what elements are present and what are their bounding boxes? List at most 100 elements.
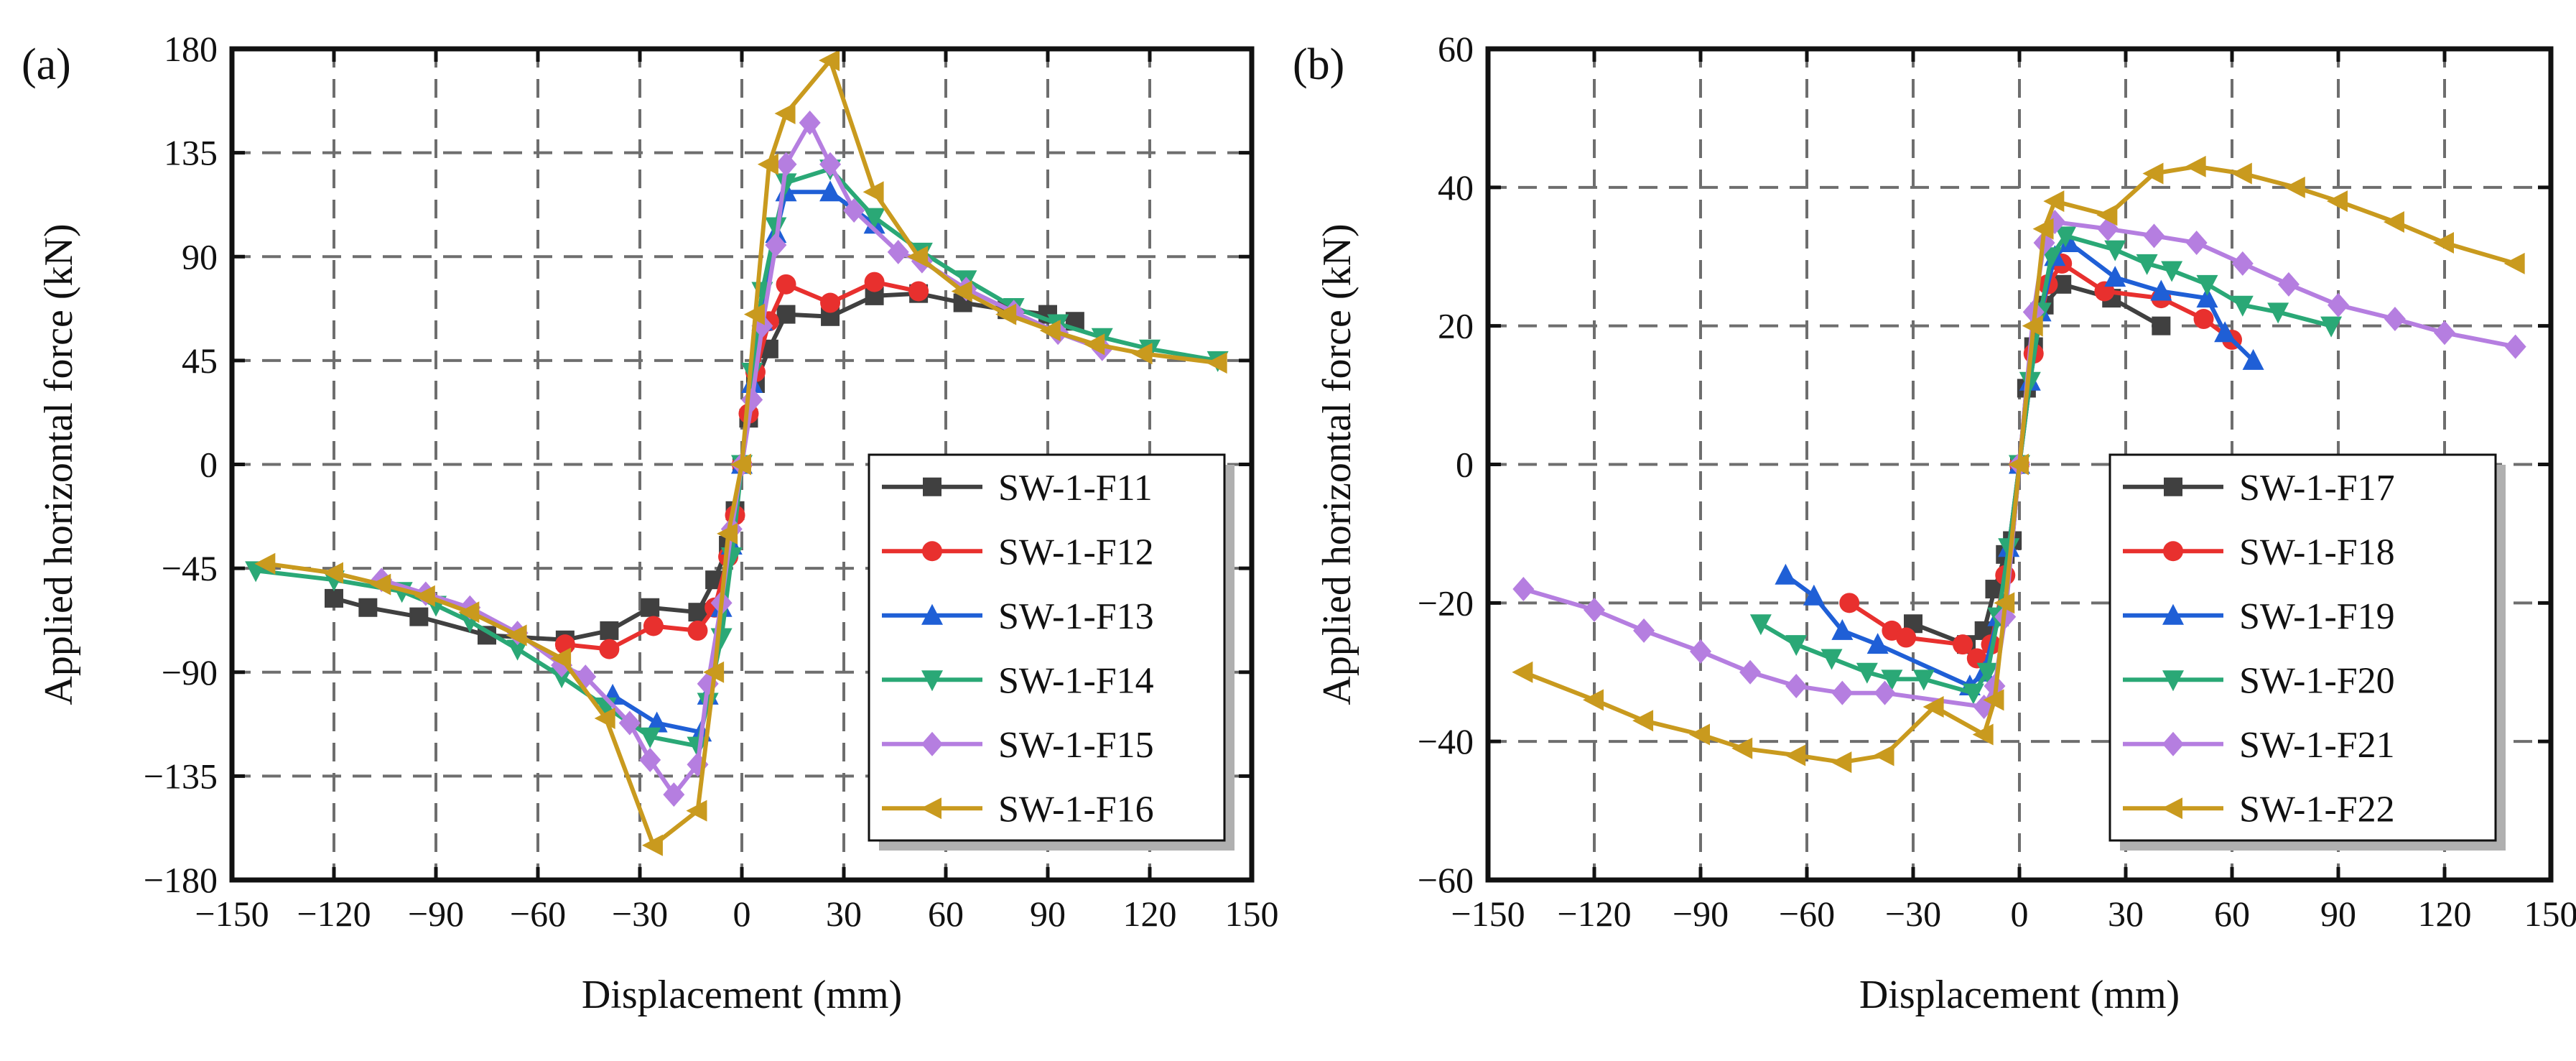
data-point bbox=[1803, 584, 1825, 606]
data-point bbox=[2142, 162, 2164, 185]
data-point bbox=[506, 639, 529, 661]
data-point bbox=[1731, 737, 1753, 759]
data-point bbox=[358, 598, 378, 617]
data-point bbox=[2104, 266, 2126, 287]
data-point bbox=[2152, 316, 2171, 335]
legend-swatch-marker bbox=[923, 477, 941, 496]
data-point bbox=[1983, 689, 2004, 711]
data-point bbox=[1785, 674, 1808, 699]
data-point bbox=[1839, 593, 1860, 613]
data-point bbox=[1831, 618, 1854, 640]
x-tick-label: 0 bbox=[733, 894, 751, 934]
data-point bbox=[1831, 751, 1852, 774]
legend-box bbox=[868, 453, 1226, 842]
data-point bbox=[2150, 279, 2172, 301]
legend-item: SW-1-F19 bbox=[2123, 596, 2395, 637]
data-point bbox=[2231, 295, 2254, 317]
data-point bbox=[2196, 287, 2218, 308]
data-point bbox=[414, 585, 435, 607]
y-tick-label: 40 bbox=[1438, 167, 1474, 208]
data-point bbox=[686, 800, 707, 822]
data-point bbox=[776, 305, 796, 324]
data-point bbox=[1785, 744, 1806, 766]
data-point bbox=[2022, 315, 2043, 337]
data-point bbox=[862, 181, 884, 203]
legend-item: SW-1-F21 bbox=[2123, 725, 2395, 766]
legend-swatch-marker bbox=[2162, 731, 2184, 756]
data-point bbox=[643, 616, 664, 636]
data-point bbox=[2231, 251, 2254, 276]
data-point bbox=[688, 603, 707, 622]
data-point bbox=[775, 173, 797, 195]
x-tick-label: −30 bbox=[1885, 894, 1941, 934]
data-point bbox=[687, 736, 709, 758]
data-point bbox=[1896, 627, 1917, 648]
legend-swatch-marker bbox=[2163, 541, 2183, 562]
x-tick-label: −30 bbox=[612, 894, 668, 934]
data-point bbox=[618, 710, 641, 736]
y-tick-label: 20 bbox=[1438, 306, 1474, 346]
data-point bbox=[1962, 683, 1984, 705]
x-tick-label: 90 bbox=[1030, 894, 1066, 934]
y-tick-label: −40 bbox=[1418, 721, 1474, 761]
data-point bbox=[2503, 252, 2525, 274]
data-point bbox=[325, 588, 343, 608]
data-point bbox=[599, 639, 620, 659]
x-tick-label: 30 bbox=[2108, 894, 2144, 934]
data-point bbox=[2284, 176, 2305, 198]
legend-label: SW-1-F19 bbox=[2239, 596, 2395, 637]
panel-a: −150 −120 −90 −60 −30 0 30 60 90 120 150 −180 −135 −9… bbox=[22, 29, 1279, 1017]
data-point bbox=[2327, 190, 2348, 213]
x-axis-label: Displacement (mm) bbox=[582, 973, 902, 1017]
data-point bbox=[799, 110, 821, 135]
data-point bbox=[1739, 659, 1762, 685]
data-point bbox=[863, 208, 885, 229]
legend-label: SW-1-F16 bbox=[998, 789, 1154, 830]
data-point bbox=[1632, 710, 1654, 732]
x-tick-label: 60 bbox=[928, 894, 964, 934]
data-point bbox=[1689, 723, 1710, 746]
data-point bbox=[1866, 633, 1889, 654]
y-tick-label: 0 bbox=[200, 445, 218, 485]
data-point bbox=[819, 50, 840, 72]
x-tick-label: −150 bbox=[195, 894, 269, 934]
legend-label: SW-1-F20 bbox=[2239, 660, 2395, 701]
legend-item: SW-1-F17 bbox=[2123, 468, 2395, 509]
data-point bbox=[1785, 635, 1808, 657]
data-point bbox=[600, 621, 619, 640]
data-point bbox=[641, 834, 663, 856]
data-point bbox=[1206, 352, 1227, 374]
data-point bbox=[1633, 618, 1655, 643]
legend-item: SW-1-F13 bbox=[882, 596, 1154, 637]
data-point bbox=[2096, 204, 2118, 226]
legend-label: SW-1-F17 bbox=[2239, 468, 2395, 509]
legend-swatch-marker bbox=[922, 541, 942, 562]
x-tick-label: −120 bbox=[297, 894, 371, 934]
x-tick-label: 150 bbox=[2524, 894, 2576, 934]
legend-label: SW-1-F12 bbox=[998, 532, 1154, 573]
legend-swatch-marker bbox=[2162, 670, 2184, 692]
data-point bbox=[1976, 662, 1999, 684]
data-point bbox=[2185, 230, 2208, 255]
data-point bbox=[1749, 614, 1772, 636]
data-point bbox=[2019, 371, 2041, 393]
data-point bbox=[1039, 320, 1061, 342]
x-axis-label: Displacement (mm) bbox=[1859, 973, 2180, 1017]
data-point bbox=[864, 272, 885, 292]
data-point bbox=[641, 598, 660, 617]
data-point bbox=[2434, 320, 2455, 346]
data-point bbox=[776, 274, 796, 295]
legend: SW-1-F11 SW-1-F12 SW-1-F13 SW-1-F14 SW-1-F15… bbox=[868, 453, 1234, 851]
x-tick-label: −60 bbox=[510, 894, 566, 934]
data-point bbox=[2104, 240, 2126, 261]
data-point bbox=[2055, 226, 2077, 248]
data-point bbox=[370, 573, 391, 596]
data-point bbox=[703, 661, 725, 683]
data-point bbox=[663, 782, 685, 807]
data-point bbox=[506, 624, 527, 647]
data-point bbox=[1131, 343, 1153, 365]
legend-swatch-marker bbox=[921, 603, 943, 625]
data-point bbox=[2058, 231, 2080, 252]
panel-label: (b) bbox=[1293, 40, 1344, 89]
legend-label: SW-1-F14 bbox=[998, 660, 1154, 701]
